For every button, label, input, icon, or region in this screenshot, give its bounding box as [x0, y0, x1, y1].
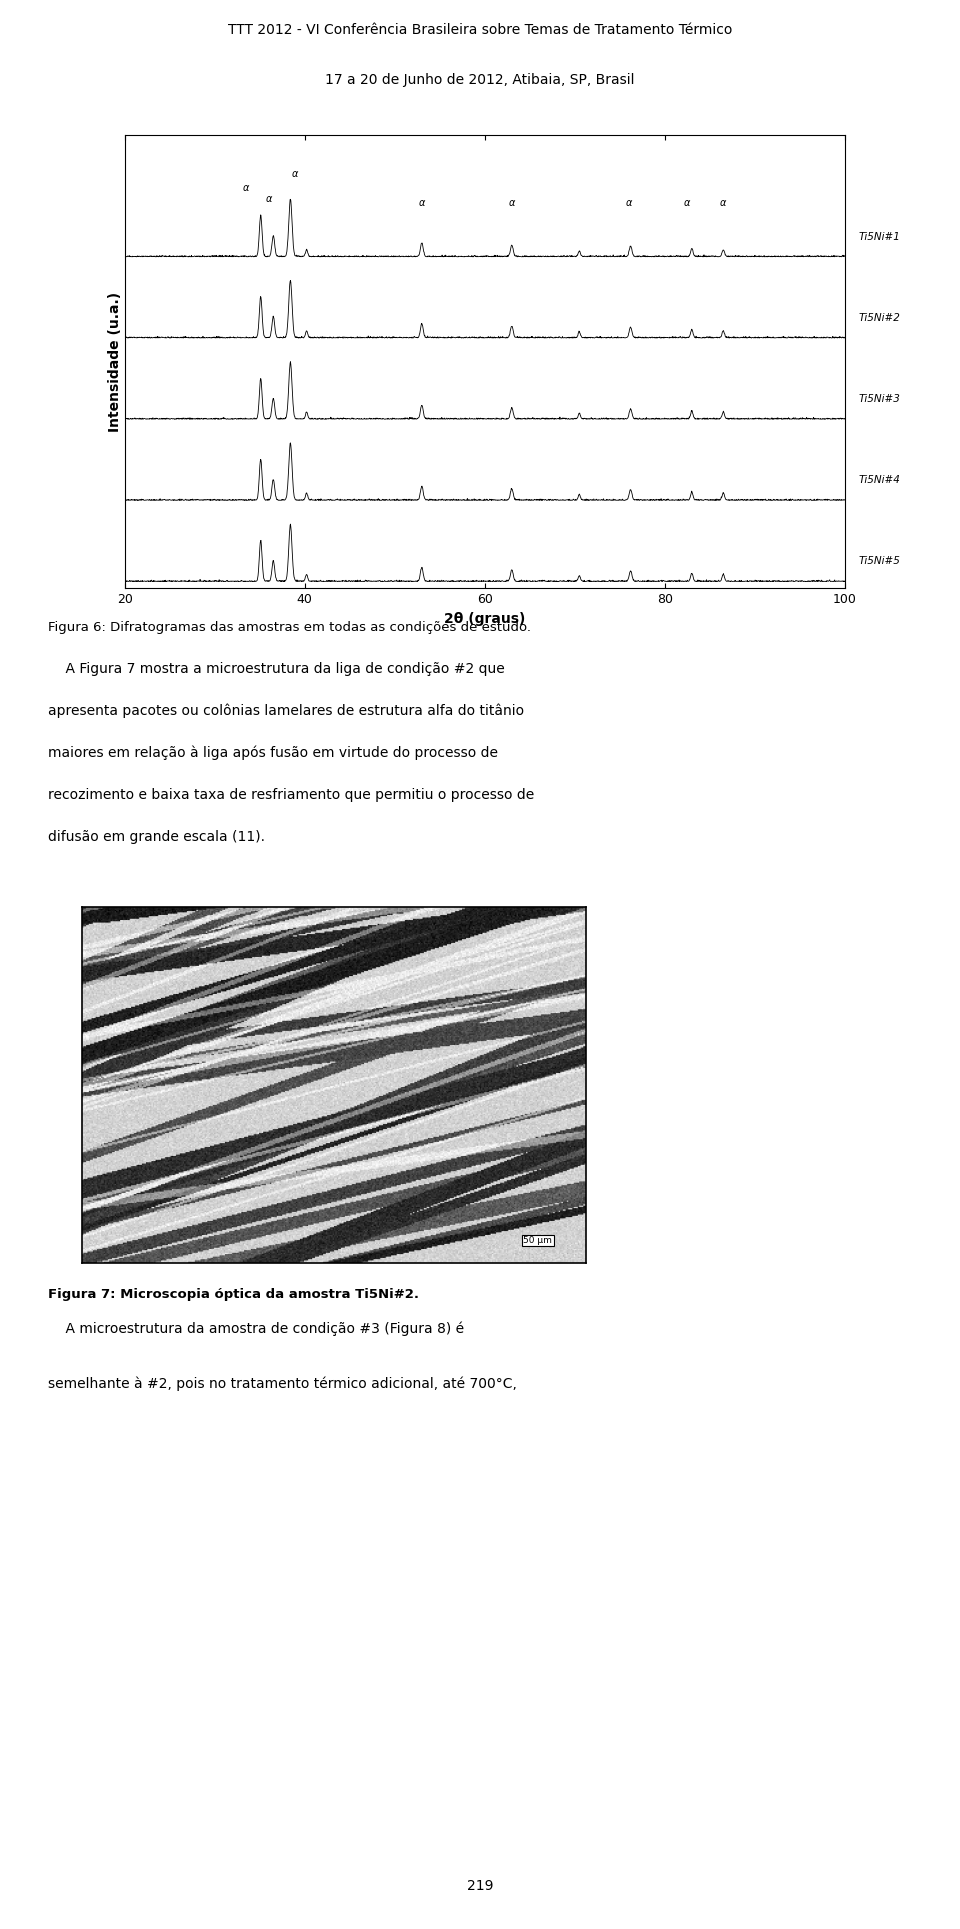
- Text: 219: 219: [467, 1879, 493, 1892]
- Text: 50 μm: 50 μm: [523, 1236, 552, 1244]
- Text: 17 a 20 de Junho de 2012, Atibaia, SP, Brasil: 17 a 20 de Junho de 2012, Atibaia, SP, B…: [325, 73, 635, 87]
- Text: apresenta pacotes ou colônias lamelares de estrutura alfa do titânio: apresenta pacotes ou colônias lamelares …: [48, 704, 524, 718]
- Text: α: α: [720, 199, 727, 208]
- Text: α: α: [266, 195, 272, 204]
- Text: Ti5Ni#5: Ti5Ni#5: [858, 556, 900, 567]
- Text: Figura 7: Microscopia óptica da amostra Ti5Ni#2.: Figura 7: Microscopia óptica da amostra …: [48, 1289, 419, 1300]
- Text: Ti5Ni#1: Ti5Ni#1: [858, 231, 900, 241]
- Text: Ti5Ni#3: Ti5Ni#3: [858, 394, 900, 403]
- Text: semelhante à #2, pois no tratamento térmico adicional, até 700°C,: semelhante à #2, pois no tratamento térm…: [48, 1377, 516, 1391]
- Text: α: α: [684, 199, 690, 208]
- Text: A Figura 7 mostra a microestrutura da liga de condição #2 que: A Figura 7 mostra a microestrutura da li…: [48, 662, 505, 675]
- Text: α: α: [509, 199, 515, 208]
- Text: Ti5Ni#2: Ti5Ni#2: [858, 312, 900, 322]
- Text: Figura 6: Difratogramas das amostras em todas as condições de estudo.: Figura 6: Difratogramas das amostras em …: [48, 621, 531, 635]
- Text: maiores em relação à liga após fusão em virtude do processo de: maiores em relação à liga após fusão em …: [48, 747, 498, 760]
- Y-axis label: Intensidade (u.a.): Intensidade (u.a.): [108, 291, 122, 432]
- Text: α: α: [243, 183, 250, 193]
- Text: Ti5Ni#4: Ti5Ni#4: [858, 475, 900, 484]
- Text: α: α: [292, 170, 299, 179]
- Text: difusão em grande escala (11).: difusão em grande escala (11).: [48, 829, 265, 845]
- X-axis label: 2θ (graus): 2θ (graus): [444, 611, 525, 625]
- Text: A microestrutura da amostra de condição #3 (Figura 8) é: A microestrutura da amostra de condição …: [48, 1321, 464, 1337]
- Text: recozimento e baixa taxa de resfriamento que permitiu o processo de: recozimento e baixa taxa de resfriamento…: [48, 789, 535, 802]
- Text: α: α: [419, 199, 425, 208]
- Text: α: α: [626, 199, 632, 208]
- Text: TTT 2012 - VI Conferência Brasileira sobre Temas de Tratamento Térmico: TTT 2012 - VI Conferência Brasileira sob…: [228, 23, 732, 37]
